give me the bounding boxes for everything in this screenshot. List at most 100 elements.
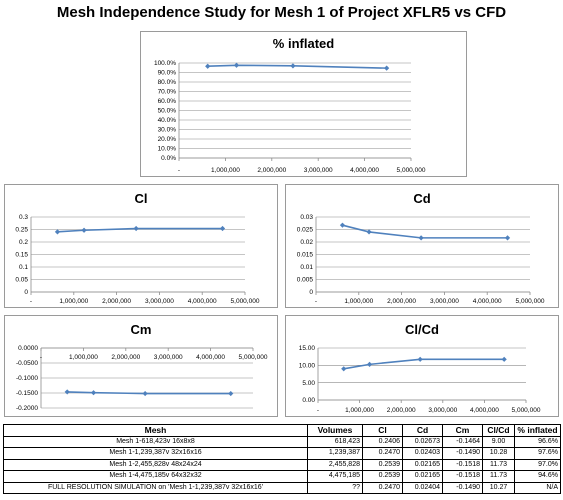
y-tick-label: 90.0% [158,70,177,77]
table-cell: -0.1518 [442,470,483,483]
table-row: Mesh 1-1,239,387v 32x16x16 1,239,387 0.2… [3,447,561,460]
data-point [228,390,234,397]
y-tick-label: 60.0% [158,98,177,105]
y-tick-label: 70.0% [158,89,177,96]
data-point [54,229,61,235]
table-cell: 0.02403 [402,447,443,460]
y-tick-label: 0 [309,289,313,296]
data-point [418,235,424,241]
y-tick-label: 5.00 [302,380,315,387]
table-cell: 10.27 [482,481,515,494]
table-cell: 0.2539 [362,470,403,483]
y-tick-label: 0.05 [15,277,28,284]
table-cell: 4,475,185 [307,470,363,483]
y-tick-label: 0.0% [161,155,176,162]
column-header: Cm [442,424,483,437]
table-cell: 94.6% [514,470,561,483]
table-cell: 0.02404 [402,481,443,494]
x-tick-label: 3,000,000 [304,167,333,174]
y-tick-label: 0.15 [15,252,28,259]
table-cell: Mesh 1-4,475,185v 64x32x32 [3,470,308,483]
y-tick-label: -0.0500 [16,360,38,367]
y-tick-label: 0.01 [300,264,313,271]
y-tick-label: 10.00 [299,363,316,370]
y-tick-label: 0 [24,289,28,296]
table-cell: ?? [307,481,363,494]
y-tick-label: 0.2 [19,239,28,246]
summary-table: Mesh Volumes Cl Cd Cm Cl/Cd % inflated M… [3,424,561,494]
data-point [205,63,211,69]
y-tick-label: 0.00 [302,397,315,404]
x-tick-label: 2,000,000 [387,407,416,414]
table-cell: 0.2470 [362,481,403,494]
data-point [339,222,346,228]
page-title: Mesh Independence Study for Mesh 1 of Pr… [56,4,507,21]
clcd-chart-title: Cl/Cd [405,322,439,337]
column-header: % inflated [514,424,561,437]
cd-chart-plot: 0 0.005 0.01 0.015 0.02 0.025 0.03 - 1,000,000 2,… [297,214,545,305]
table-row: Mesh 1-2,455,828v 48x24x24 2,455,828 0.2… [3,458,561,471]
data-point [504,235,511,241]
table-cell: 2,455,828 [307,458,363,471]
x-tick-label: 1,000,000 [59,298,88,305]
cd-chart-title: Cd [413,191,431,206]
cm-chart-plot: -0.2000 -0.1500 -0.1000 -0.0500 0.0000- 1,000… [16,345,268,412]
table-row: FULL RESOLUTION SIMULATION on 'Mesh 1-1,… [3,481,561,494]
x-tick-label: 2,000,000 [111,354,140,361]
y-tick-label: 0.015 [297,252,314,259]
inflated-chart: % inflated 0.0% 10.0% 20.0% 30.0% 40.0% 50.0%… [140,31,467,177]
data-point [290,63,296,69]
data-point [64,389,70,395]
x-tick-label: 4,000,000 [470,407,499,414]
y-tick-label: 0.005 [297,277,314,284]
series-line [57,227,223,233]
y-tick-label: -0.1500 [16,390,38,397]
y-tick-label: 0.03 [300,214,313,221]
cd-chart: Cd 0 0.005 0.01 0.015 0.02 0.025 0.03 - 1,000,00… [285,184,559,308]
data-point [501,356,507,362]
x-tick-label: 4,000,000 [473,298,502,305]
data-point [219,225,226,232]
y-tick-label: 0.3 [19,214,28,221]
data-point [90,390,97,396]
x-tick-label: - [315,298,317,305]
table-cell: 0.02673 [402,435,443,448]
y-tick-label: 20.0% [158,136,177,143]
x-tick-label: 4,000,000 [196,354,225,361]
table-cell: 0.02165 [402,470,443,483]
x-tick-label: 4,000,000 [188,298,217,305]
y-tick-label: 0.1 [19,264,28,271]
y-tick-label: 15.00 [299,345,316,352]
table-cell: 0.2406 [362,435,403,448]
x-tick-label: 3,000,000 [145,298,174,305]
cl-chart: Cl 0 0.05 0.1 0.15 0.2 0.25 0.3 - 1,000,000 2,000… [4,184,278,308]
table-cell: 96.6% [514,435,561,448]
data-point [81,227,87,233]
cm-chart-title: Cm [130,322,152,337]
data-point [366,229,372,235]
column-header: Cd [402,424,443,437]
x-tick-label: 5,000,000 [239,354,268,361]
table-cell: 10.28 [482,447,515,460]
x-tick-label: 5,000,000 [397,167,426,174]
table-cell: Mesh 1-2,455,828v 48x24x24 [3,458,308,471]
cm-chart: Cm -0.2000 -0.1500 -0.1000 -0.0500 0.0000- 1,… [4,315,278,417]
x-tick-label: 1,000,000 [345,407,374,414]
series-line [343,358,505,370]
inflated-chart-plot: 0.0% 10.0% 20.0% 30.0% 40.0% 50.0% 60.0% 70.0% 8… [154,60,426,174]
x-tick-label: 1,000,000 [211,167,240,174]
x-tick-label: - [178,167,180,174]
y-tick-label: 50.0% [158,108,177,115]
table-cell: 97.6% [514,447,561,460]
y-tick-label: 100.0% [154,60,176,67]
column-header: Cl/Cd [482,424,515,437]
table-cell: 97.0% [514,458,561,471]
y-tick-label: 0.0000 [18,345,38,352]
table-cell: 618,423 [307,435,363,448]
x-tick-label: 5,000,000 [516,298,545,305]
x-tick-label: - [30,298,32,305]
table-cell: -0.1518 [442,458,483,471]
x-tick-label: 3,000,000 [430,298,459,305]
table-cell: Mesh 1-1,239,387v 32x16x16 [3,447,308,460]
x-tick-label: 2,000,000 [257,167,286,174]
